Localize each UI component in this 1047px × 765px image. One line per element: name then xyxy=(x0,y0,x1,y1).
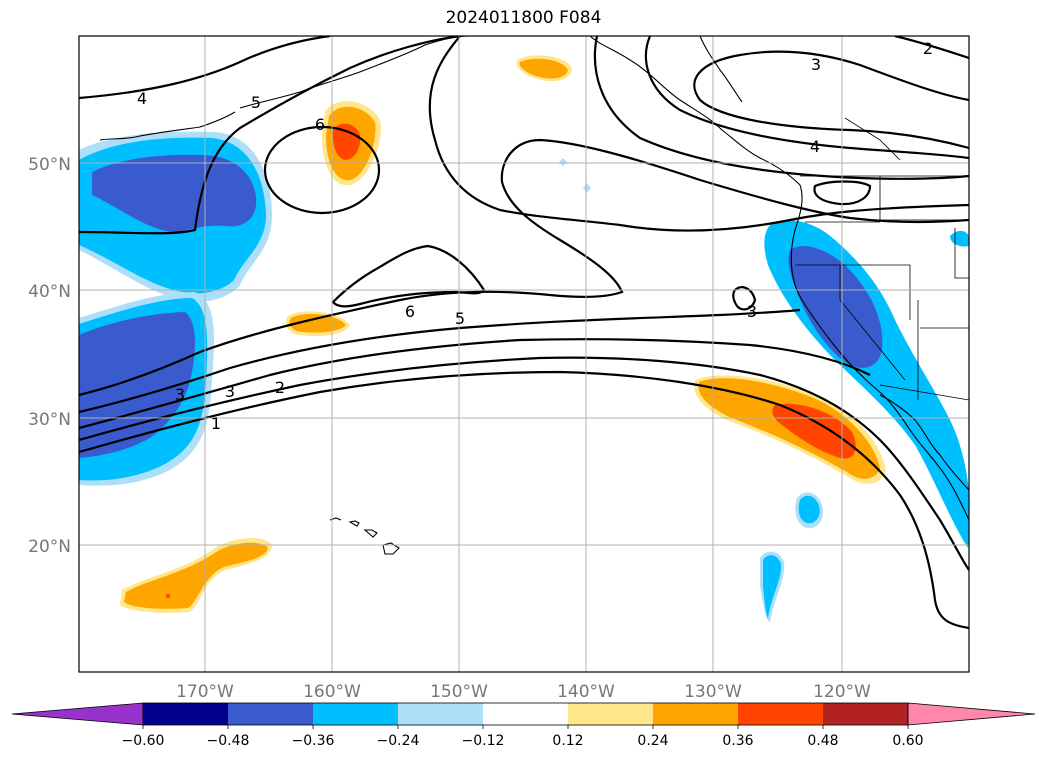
lat-label: 30°N xyxy=(28,410,71,430)
negative-anomaly-california xyxy=(764,220,969,548)
lat-label: 20°N xyxy=(28,537,71,557)
colorbar-segment xyxy=(228,703,313,725)
map-title: 2024011800 F084 xyxy=(445,8,602,28)
contour-label: 4 xyxy=(137,89,147,108)
contour-label: 5 xyxy=(455,309,465,328)
colorbar-extend-low xyxy=(11,702,144,726)
colorbar-tick-label: 0.12 xyxy=(552,733,583,749)
lon-label: 140°W xyxy=(557,682,615,702)
colorbar-tick-label: 0.60 xyxy=(892,733,923,749)
graticule xyxy=(79,36,969,672)
lat-label: 50°N xyxy=(28,155,71,175)
contour-label: 6 xyxy=(315,115,325,134)
lon-label: 170°W xyxy=(176,682,234,702)
negative-anomaly-northwest xyxy=(79,131,272,302)
colorbar-segment xyxy=(653,703,738,725)
contour-label: 3 xyxy=(225,382,235,401)
colorbar-tick-label: −0.36 xyxy=(292,733,335,749)
longitude-labels: 170°W 160°W 150°W 140°W 130°W 120°W xyxy=(176,682,871,702)
lon-label: 120°W xyxy=(813,682,871,702)
negative-anomaly-dot-2 xyxy=(583,183,591,193)
colorbar-tick-label: −0.24 xyxy=(377,733,420,749)
contour-label: 3 xyxy=(747,302,757,321)
colorbar-segment xyxy=(738,703,823,725)
contour-label: 1 xyxy=(211,414,221,433)
negative-anomaly-west xyxy=(79,292,215,486)
contour-label: 5 xyxy=(251,93,261,112)
colorbar-segment xyxy=(483,703,568,725)
colorbar-tick-label: −0.60 xyxy=(122,733,165,749)
colorbar-tick-label: 0.48 xyxy=(807,733,838,749)
map-frame xyxy=(78,35,970,673)
positive-anomaly-southwest xyxy=(120,538,272,613)
contour-label: 2 xyxy=(923,39,933,58)
lon-label: 160°W xyxy=(303,682,361,702)
contour-label: 2 xyxy=(275,378,285,397)
contour-label: 3 xyxy=(811,55,821,74)
colorbar-extend-high xyxy=(907,702,1036,726)
colorbar-tick-label: 0.24 xyxy=(637,733,668,749)
latitude-labels: 20°N 30°N 40°N 50°N xyxy=(28,155,71,557)
negative-anomaly-dot-1 xyxy=(559,158,567,166)
colorbar: −0.60 −0.48 −0.36 −0.24 −0.12 0.12 0.24 0.36 0.4… xyxy=(11,702,1036,749)
colorbar-segment xyxy=(823,703,908,725)
colorbar-tick-label: −0.12 xyxy=(462,733,505,749)
colorbar-tick-label: 0.36 xyxy=(722,733,753,749)
lon-label: 150°W xyxy=(430,682,488,702)
lat-label: 40°N xyxy=(28,282,71,302)
colorbar-frame xyxy=(142,702,909,726)
lon-label: 130°W xyxy=(684,682,742,702)
coastlines xyxy=(99,36,969,555)
colorbar-segment xyxy=(143,703,228,725)
positive-anomaly-gulf xyxy=(516,55,572,82)
colorbar-segment xyxy=(398,703,483,725)
contour-lines xyxy=(79,36,969,630)
positive-anomaly-aleutian xyxy=(322,101,381,186)
contour-label: 3 xyxy=(175,385,185,404)
contour-label: 6 xyxy=(405,302,415,321)
colorbar-segment xyxy=(313,703,398,725)
negative-anomaly-small-1 xyxy=(795,492,824,529)
negative-anomaly-small-2 xyxy=(760,551,785,622)
contour-label: 4 xyxy=(810,137,820,156)
colorbar-segment xyxy=(568,703,653,725)
colorbar-tick-label: −0.48 xyxy=(207,733,250,749)
political-borders xyxy=(795,117,969,401)
